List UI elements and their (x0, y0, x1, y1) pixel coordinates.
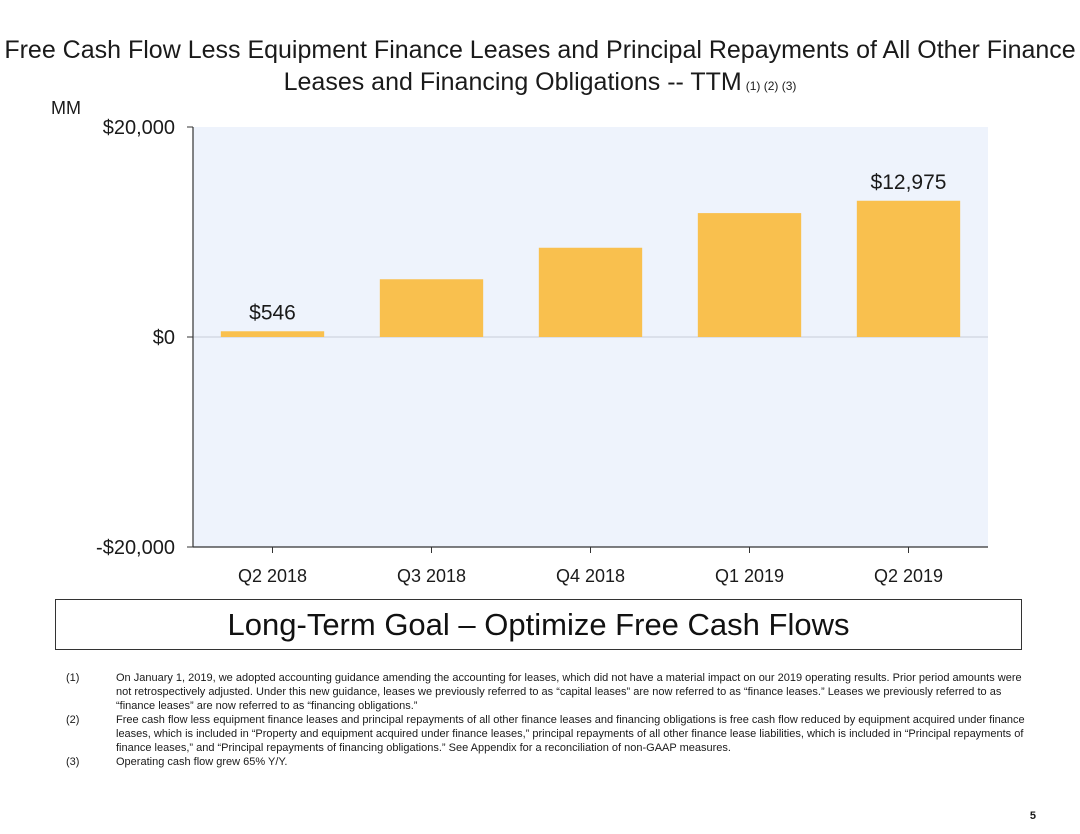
footnote-text: Operating cash flow grew 65% Y/Y. (116, 756, 288, 768)
footnote: (2) Free cash flow less equipment finance… (66, 713, 1026, 755)
x-tick-label: Q1 2019 (715, 566, 784, 586)
bar-chart: $20,000 $0 -$20,000 Q2 2018 $546 Q3 2018 Q4 20… (96, 117, 988, 586)
footnote: (1) On January 1, 2019, we adopted accoun… (66, 671, 1026, 713)
footnote-number: (2) (66, 714, 80, 726)
y-tick-label: $20,000 (103, 117, 175, 139)
bar-data-label: $12,975 (871, 171, 947, 194)
footnote-number: (3) (66, 756, 80, 768)
footnote-number: (1) (66, 672, 80, 684)
bar (538, 247, 643, 337)
bar (379, 279, 484, 337)
page-number: 5 (1029, 810, 1036, 822)
bar (856, 200, 961, 337)
bar (220, 331, 325, 337)
footnote-text: Free cash flow less equipment finance le… (116, 714, 1025, 754)
chart-title: Free Cash Flow Less Equipment Finance Le… (0, 34, 1080, 102)
y-tick-label: $0 (153, 327, 175, 349)
x-tick-label: Q2 2018 (238, 566, 307, 586)
x-tick-label: Q4 2018 (556, 566, 625, 586)
footnote: (3) Operating cash flow grew 65% Y/Y. (66, 755, 1026, 769)
bar (697, 213, 802, 337)
x-tick-label: Q2 2019 (874, 566, 943, 586)
footnote-text: On January 1, 2019, we adopted accountin… (116, 672, 1022, 712)
y-axis-unit-label: MM (51, 98, 81, 118)
chart-title-text: Free Cash Flow Less Equipment Finance Le… (4, 36, 1076, 96)
chart-title-footnote-refs: (1) (2) (3) (745, 79, 797, 93)
footnotes: (1) On January 1, 2019, we adopted accoun… (66, 671, 1026, 769)
x-tick-label: Q3 2018 (397, 566, 466, 586)
y-tick-label: -$20,000 (96, 537, 175, 559)
bar-data-label: $546 (249, 301, 296, 324)
long-term-goal-banner: Long-Term Goal – Optimize Free Cash Flow… (55, 599, 1022, 650)
